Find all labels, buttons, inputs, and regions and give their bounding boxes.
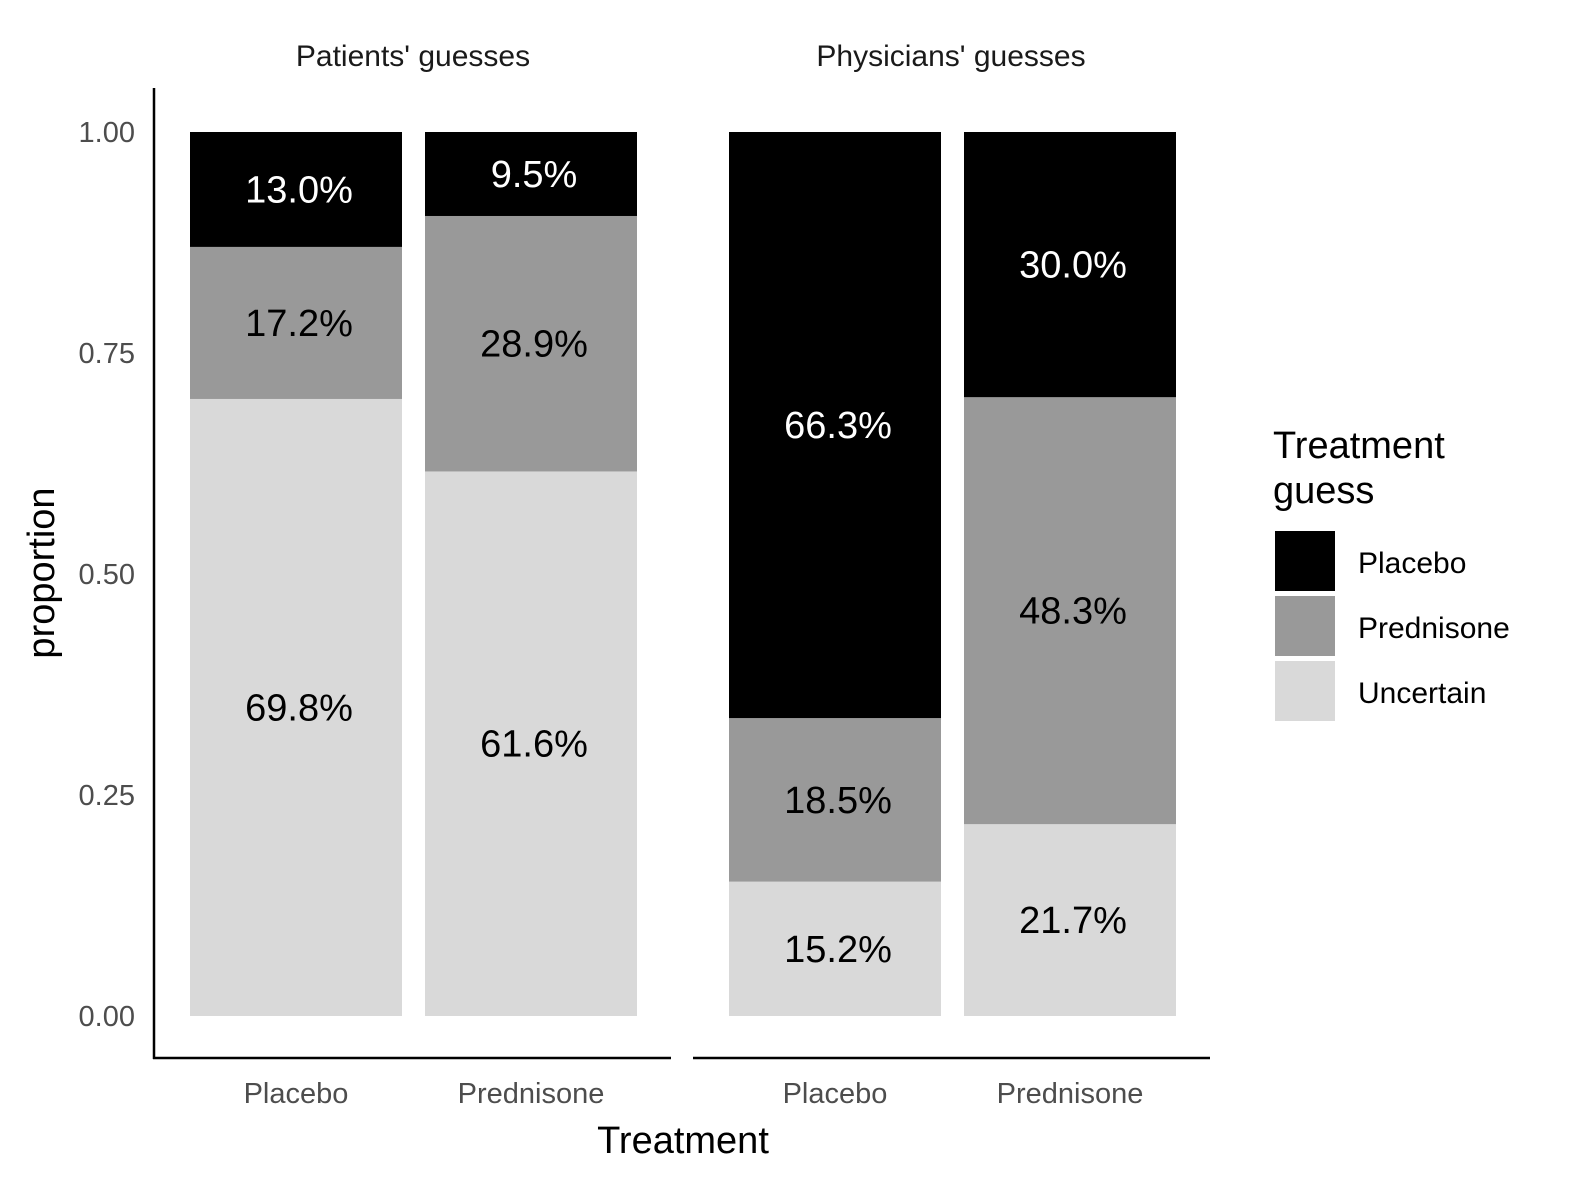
data-label: 66.3% xyxy=(784,405,892,447)
bar-segment-prednisone xyxy=(729,718,941,882)
legend-title: Treatment xyxy=(1273,425,1445,467)
y-tick-label: 0.50 xyxy=(79,559,135,591)
x-tick-label: Prednisone xyxy=(458,1078,605,1110)
y-tick-label: 0.00 xyxy=(79,1001,135,1033)
y-tick-label: 1.00 xyxy=(79,117,135,149)
legend-label: Placebo xyxy=(1358,547,1466,580)
y-tick-label: 0.25 xyxy=(79,780,135,812)
bar-segment-placebo xyxy=(964,132,1176,398)
legend: Treatment guess Placebo Prednisone Uncerta… xyxy=(1273,425,1510,721)
x-axis-title: Treatment xyxy=(597,1120,769,1162)
data-label: 21.7% xyxy=(1019,900,1127,942)
bar-segment-placebo xyxy=(729,132,941,719)
legend-label: Uncertain xyxy=(1358,677,1486,710)
legend-key-placebo xyxy=(1275,531,1335,591)
data-label: 13.0% xyxy=(245,169,353,211)
bars xyxy=(190,132,1176,1016)
panel-title: Patients' guesses xyxy=(296,40,530,73)
panel-title: Physicians' guesses xyxy=(816,40,1085,73)
x-tick-label: Placebo xyxy=(783,1078,888,1110)
data-label: 61.6% xyxy=(480,724,588,766)
data-label: 48.3% xyxy=(1019,591,1127,633)
bar-segment-prednisone xyxy=(964,397,1176,825)
legend-key-uncertain xyxy=(1275,661,1335,721)
data-label: 18.5% xyxy=(784,780,892,822)
data-label: 30.0% xyxy=(1019,245,1127,287)
data-label: 69.8% xyxy=(245,687,353,729)
bar-segment-placebo xyxy=(425,132,637,216)
legend-title: guess xyxy=(1273,470,1374,512)
bar-segment-uncertain xyxy=(425,471,637,1016)
bar-segment-prednisone xyxy=(425,215,637,472)
bar-segment-uncertain xyxy=(190,398,402,1016)
y-axis-title: proportion xyxy=(21,487,63,658)
bar-segment-placebo xyxy=(190,132,402,247)
axes: 0.00 0.25 0.50 0.75 1.00 Patients' guesses Pla… xyxy=(79,40,1210,1110)
y-tick-label: 0.75 xyxy=(79,338,135,370)
legend-label: Prednisone xyxy=(1358,612,1510,645)
x-tick-label: Prednisone xyxy=(997,1078,1144,1110)
data-label: 28.9% xyxy=(480,324,588,366)
bar-segment-prednisone xyxy=(190,246,402,399)
x-tick-label: Placebo xyxy=(244,1078,349,1110)
data-labels: 69.8% 17.2% 13.0% 61.6% 28.9% 9.5% 15.2% 18.5% 6… xyxy=(245,154,1127,971)
data-label: 15.2% xyxy=(784,929,892,971)
data-label: 9.5% xyxy=(491,154,578,196)
bar-segment-uncertain xyxy=(964,824,1176,1016)
bar-segment-uncertain xyxy=(729,881,941,1016)
legend-key-prednisone xyxy=(1275,596,1335,656)
data-label: 17.2% xyxy=(245,303,353,345)
